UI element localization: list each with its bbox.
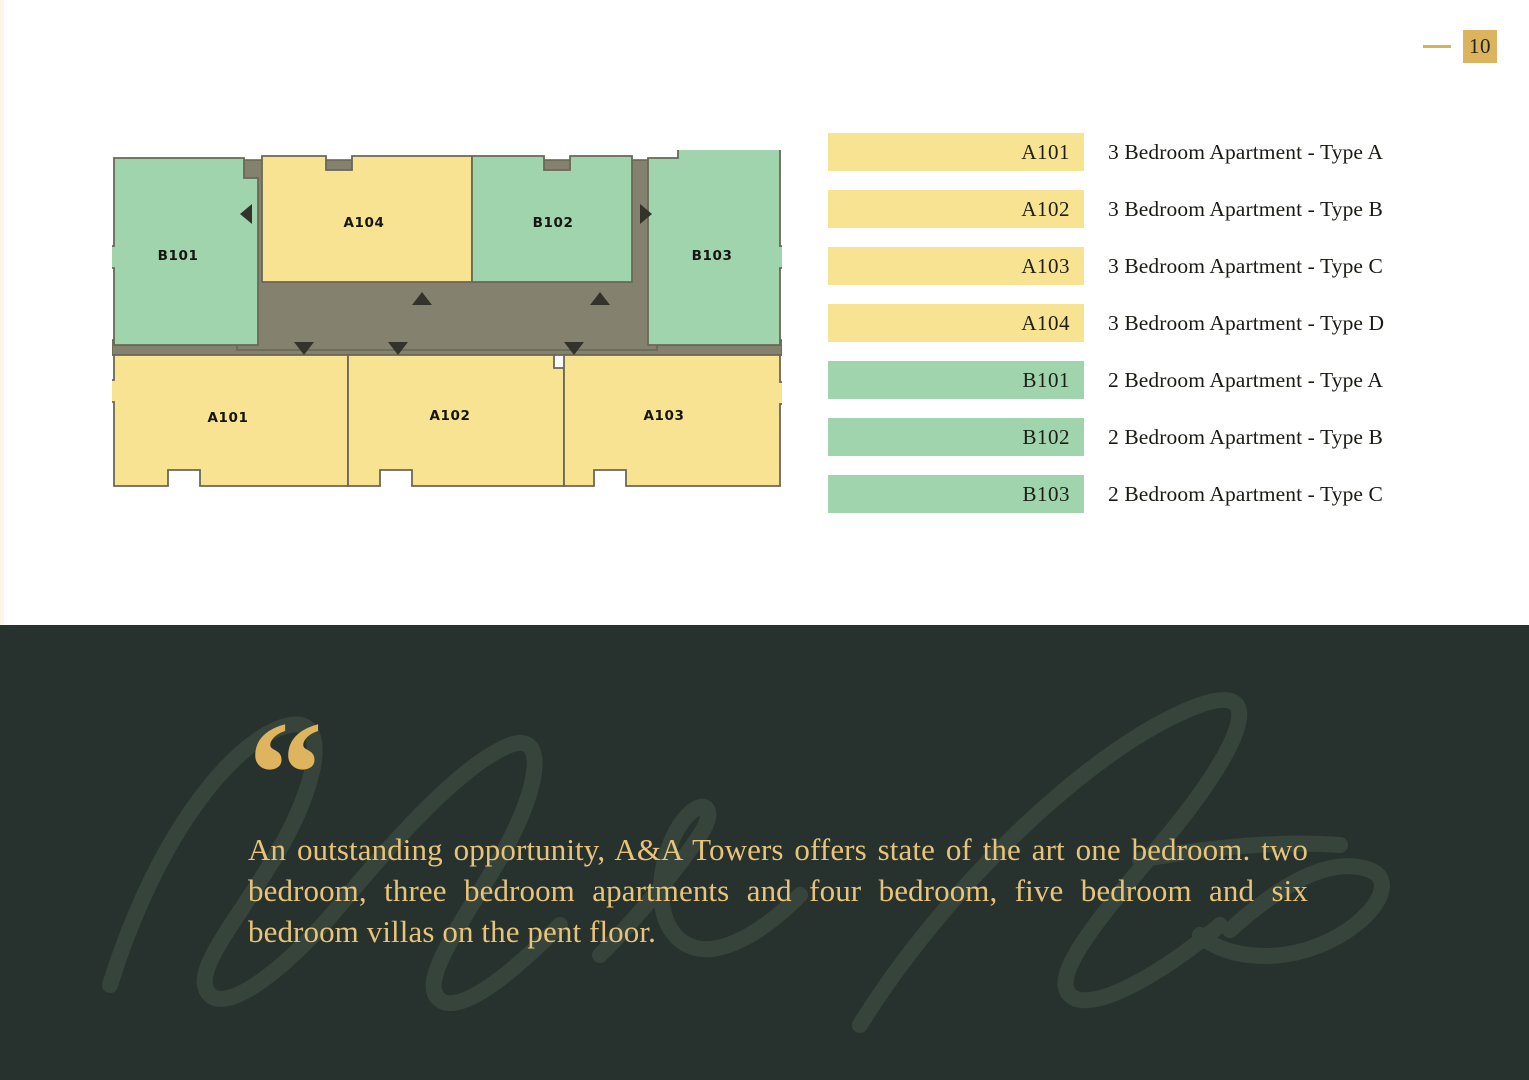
left-edge-strip xyxy=(0,0,4,625)
legend-swatch-b102: B102 xyxy=(828,418,1084,456)
page-marker: 10 xyxy=(1423,30,1497,63)
arrow-down-icon-a103 xyxy=(564,342,584,355)
quote-text: An outstanding opportunity, A&A Towers o… xyxy=(248,832,1308,949)
legend-swatch-a103: A103 xyxy=(828,247,1084,285)
legend-row: A102 3 Bedroom Apartment - Type B xyxy=(828,190,1448,228)
quote-mark-icon: “ xyxy=(248,691,323,857)
arrow-down-icon-a101 xyxy=(294,342,314,355)
unit-label-A104: A104 xyxy=(343,215,384,231)
arrow-down-icon-a102 xyxy=(388,342,408,355)
unit-label-A101: A101 xyxy=(207,410,248,426)
legend-description-a104: 3 Bedroom Apartment - Type D xyxy=(1108,310,1385,335)
legend-row: A101 3 Bedroom Apartment - Type A xyxy=(828,133,1448,171)
legend-description-a102: 3 Bedroom Apartment - Type B xyxy=(1108,196,1383,221)
unit-legend: A101 3 Bedroom Apartment - Type A A102 3… xyxy=(828,133,1448,532)
legend-swatch-b103: B103 xyxy=(828,475,1084,513)
legend-description-b103: 2 Bedroom Apartment - Type C xyxy=(1108,481,1383,506)
unit-shape-B101 xyxy=(112,157,259,346)
unit-shape-A102 xyxy=(347,354,565,487)
unit-label-B101: B101 xyxy=(158,248,199,264)
unit-label-A102: A102 xyxy=(429,408,470,424)
legend-description-a101: 3 Bedroom Apartment - Type A xyxy=(1108,139,1383,164)
floor-plan: B101 A104 B102 B103 A101 A102 A103 xyxy=(112,150,782,492)
horizontal-dash-icon xyxy=(1423,45,1451,48)
arrow-up-icon-a104 xyxy=(412,292,432,305)
unit-shape-A104 xyxy=(261,155,473,283)
legend-description-a103: 3 Bedroom Apartment - Type C xyxy=(1108,253,1383,278)
unit-label-B102: B102 xyxy=(533,215,574,231)
unit-shape-B102 xyxy=(471,155,633,283)
unit-label-B103: B103 xyxy=(692,248,733,264)
legend-description-b101: 2 Bedroom Apartment - Type A xyxy=(1108,367,1383,392)
quote-content: “ An outstanding opportunity, A&A Towers… xyxy=(248,691,1308,953)
legend-row: A103 3 Bedroom Apartment - Type C xyxy=(828,247,1448,285)
unit-label-A103: A103 xyxy=(643,408,684,424)
unit-shape-B103 xyxy=(647,150,782,346)
legend-swatch-a104: A104 xyxy=(828,304,1084,342)
legend-swatch-a102: A102 xyxy=(828,190,1084,228)
legend-swatch-a101: A101 xyxy=(828,133,1084,171)
quote-panel: “ An outstanding opportunity, A&A Towers… xyxy=(0,625,1529,1080)
legend-description-b102: 2 Bedroom Apartment - Type B xyxy=(1108,424,1383,449)
page-number: 10 xyxy=(1463,30,1497,63)
legend-row: B102 2 Bedroom Apartment - Type B xyxy=(828,418,1448,456)
arrow-right-icon xyxy=(640,204,652,224)
legend-row: B101 2 Bedroom Apartment - Type A xyxy=(828,361,1448,399)
legend-row: B103 2 Bedroom Apartment - Type C xyxy=(828,475,1448,513)
legend-swatch-b101: B101 xyxy=(828,361,1084,399)
arrow-left-icon xyxy=(240,204,252,224)
unit-shape-A103 xyxy=(563,354,782,487)
arrow-up-icon-b102 xyxy=(590,292,610,305)
legend-row: A104 3 Bedroom Apartment - Type D xyxy=(828,304,1448,342)
